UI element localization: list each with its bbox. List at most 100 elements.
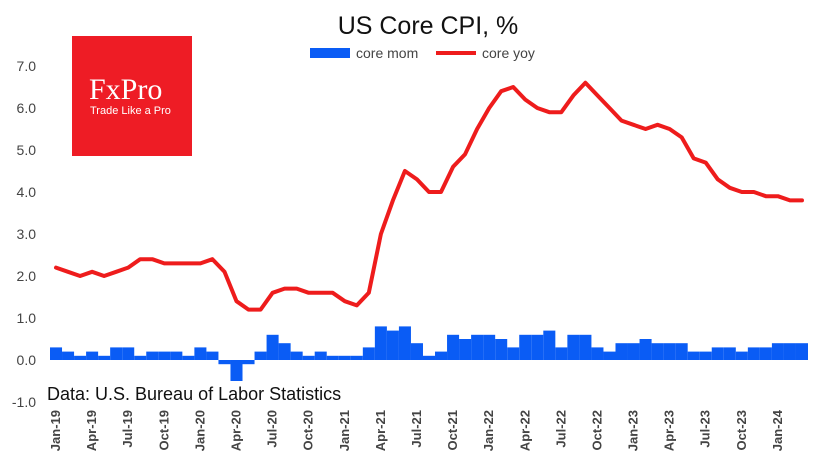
bar-core-mom [302, 355, 315, 360]
logo-tagline: Trade Like a Pro [90, 105, 171, 117]
x-tick-label: Apr-21 [373, 410, 388, 451]
bar-core-mom [62, 351, 75, 360]
bar-core-mom [194, 347, 207, 360]
bar-core-mom [615, 343, 628, 360]
bar-core-mom [675, 343, 688, 360]
bar-core-mom [627, 343, 640, 360]
x-tick-label: Apr-19 [84, 410, 99, 451]
y-tick-label: 6.0 [17, 100, 37, 116]
bar-core-mom [687, 351, 700, 360]
legend-swatch-core-mom [310, 48, 350, 58]
x-axis: Jan-19 Apr-19 Jul-19 Oct-19 Jan-20 Apr-20 Jul-… [48, 409, 785, 451]
bar-core-mom [98, 355, 111, 360]
bar-core-mom [398, 326, 411, 360]
bar-core-mom [543, 330, 556, 360]
bar-core-mom [531, 334, 544, 360]
bar-core-mom [759, 347, 772, 360]
y-tick-label: -1.0 [12, 394, 36, 410]
bar-core-mom [663, 343, 676, 360]
bar-core-mom [86, 351, 99, 360]
bar-core-mom [386, 330, 399, 360]
core-yoy-line-group [54, 80, 804, 312]
bar-core-mom [170, 351, 183, 360]
bar-core-mom [483, 334, 496, 360]
x-tick-label: Jul-23 [698, 410, 713, 448]
bar-core-mom [435, 351, 448, 360]
bar-core-mom [314, 351, 327, 360]
bar-core-mom [771, 343, 784, 360]
y-tick-label: 0.0 [17, 352, 37, 368]
bar-core-mom [74, 355, 87, 360]
core-yoy-line [54, 80, 804, 312]
x-tick-label: Jan-20 [192, 410, 207, 451]
legend-label-core-mom: core mom [356, 45, 418, 61]
bar-core-mom [158, 351, 171, 360]
bar-core-mom [555, 347, 568, 360]
legend-label-core-yoy: core yoy [482, 45, 535, 61]
bar-core-mom [711, 347, 724, 360]
bar-core-mom [699, 351, 712, 360]
bar-core-mom [459, 339, 472, 360]
x-tick-label: Oct-22 [589, 410, 604, 450]
bar-core-mom [723, 347, 736, 360]
x-tick-label: Jul-20 [265, 410, 280, 448]
bar-core-mom [495, 339, 508, 360]
bar-core-mom [206, 351, 219, 360]
bar-core-mom [422, 355, 436, 360]
bar-core-mom [146, 351, 159, 360]
bar-core-mom [254, 351, 267, 360]
bar-core-mom [783, 343, 796, 360]
bar-core-mom [374, 326, 387, 360]
bar-core-mom [242, 360, 255, 365]
bar-core-mom [266, 334, 279, 360]
x-tick-label: Jul-19 [120, 410, 135, 448]
bar-core-mom [110, 347, 123, 360]
x-tick-label: Jul-22 [553, 410, 568, 448]
x-tick-label: Apr-22 [517, 410, 532, 451]
y-tick-label: 5.0 [17, 142, 37, 158]
x-tick-label: Jan-22 [481, 410, 496, 451]
bar-core-mom [410, 343, 423, 360]
logo-background [72, 36, 192, 156]
x-tick-label: Jan-23 [626, 410, 641, 451]
bar-core-mom [471, 334, 484, 360]
x-tick-label: Oct-21 [445, 410, 460, 450]
y-tick-label: 1.0 [17, 310, 37, 326]
bar-core-mom [579, 334, 592, 360]
bar-core-mom [507, 347, 520, 360]
bar-core-mom [326, 355, 339, 360]
bar-core-mom [603, 351, 616, 360]
x-tick-label: Apr-23 [662, 410, 677, 451]
x-tick-label: Oct-20 [301, 410, 316, 450]
bar-core-mom [122, 347, 135, 360]
bar-core-mom [651, 343, 664, 360]
bar-core-mom [182, 355, 195, 360]
y-tick-label: 4.0 [17, 184, 37, 200]
logo-brand: FxPro [89, 73, 162, 106]
x-tick-label: Oct-23 [734, 410, 749, 450]
bar-core-mom [230, 360, 243, 381]
bar-core-mom [519, 334, 532, 360]
logo: FxPro Trade Like a Pro [72, 36, 192, 156]
bar-core-mom [639, 339, 652, 360]
x-tick-label: Jan-24 [770, 409, 785, 451]
bar-core-mom [591, 347, 604, 360]
x-tick-label: Oct-19 [156, 410, 171, 450]
y-tick-label: 7.0 [17, 58, 37, 74]
core-mom-bars [50, 326, 808, 381]
y-tick-label: 3.0 [17, 226, 37, 242]
bar-core-mom [338, 355, 351, 360]
y-tick-label: 2.0 [17, 268, 37, 284]
x-tick-label: Jan-21 [337, 410, 352, 451]
chart-title: US Core CPI, % [338, 12, 519, 40]
bar-core-mom [290, 351, 303, 360]
bar-core-mom [447, 334, 460, 360]
y-axis: -1.0 0.0 1.0 2.0 3.0 4.0 5.0 6.0 7.0 [12, 58, 36, 410]
bar-core-mom [747, 347, 760, 360]
source-note: Data: U.S. Bureau of Labor Statistics [47, 384, 341, 404]
bar-core-mom [278, 343, 291, 360]
x-tick-label: Jan-19 [48, 410, 63, 451]
x-tick-label: Apr-20 [228, 410, 243, 451]
bar-core-mom [795, 343, 808, 360]
